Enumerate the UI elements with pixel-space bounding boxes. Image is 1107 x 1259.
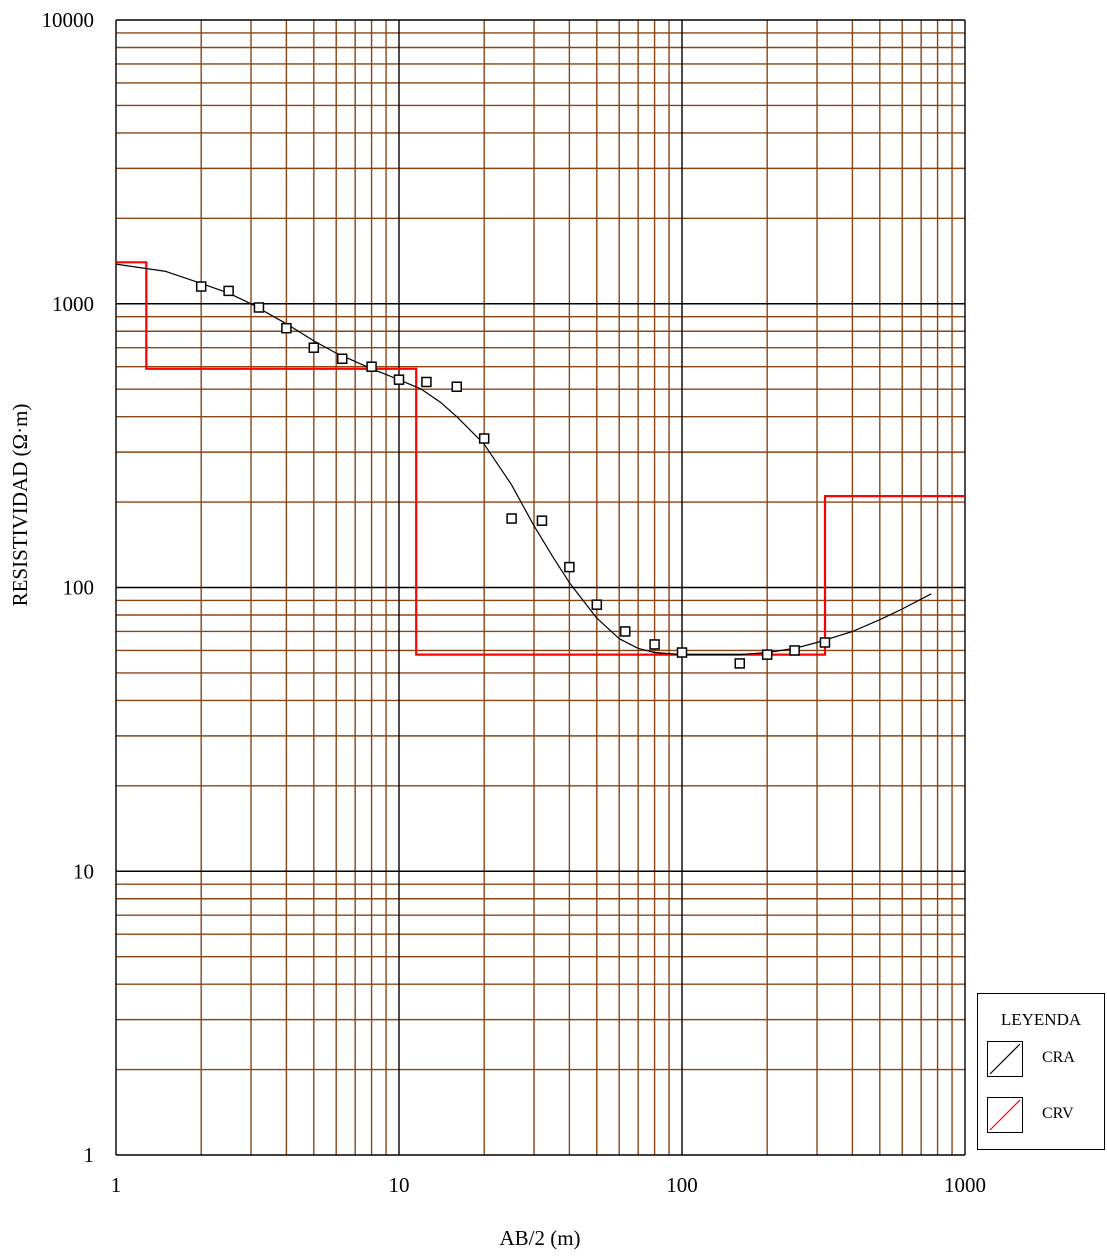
legend-title: LEYENDA [1000,1010,1082,1029]
x-tick-label: 100 [666,1173,698,1197]
data-point [591,599,603,610]
cra-swatch-icon [987,1041,1023,1077]
x-tick-label: 10 [389,1173,410,1197]
data-point [336,353,348,364]
data-point [761,649,773,660]
data-point [734,658,746,669]
legend-label-crv: CRV [1042,1105,1074,1122]
data-point [223,285,234,297]
data-point [451,381,463,392]
legend-item-cra: CRA [987,1041,1097,1077]
grid-major [115,19,966,1156]
data-point [421,376,432,388]
data-point [676,647,688,658]
data-point [281,322,292,334]
y-tick-label: 10000 [42,8,95,32]
data-point [478,433,490,444]
legend-item-crv: CRV [987,1097,1097,1133]
measured-points [195,281,831,669]
data-point [366,361,377,372]
y-tick-label: 10 [73,859,94,883]
crv-line [116,261,965,656]
data-point [536,515,548,526]
data-point [649,639,660,650]
data-point [789,645,800,656]
tick-labels: 1 10 100 1000 1 10 100 1000 10000 [42,8,987,1197]
x-tick-label: 1000 [944,1173,986,1197]
legend: LEYENDA CRA CRV [977,993,1105,1150]
data-point [819,637,831,648]
x-axis-label: AB/2 (m) [499,1226,580,1250]
y-tick-label: 1 [84,1143,95,1167]
y-axis-label: RESISTIVIDAD (Ω·m) [8,404,32,607]
y-tick-label: 100 [63,576,95,600]
data-point [393,374,405,385]
data-point [619,626,631,637]
legend-label-cra: CRA [1042,1049,1075,1066]
data-point [506,513,517,524]
data-point [308,342,320,353]
crv-swatch-icon [987,1097,1023,1133]
crv-series [116,261,965,656]
data-point [564,561,575,573]
data-point [195,281,207,292]
data-point [253,302,265,313]
x-tick-label: 1 [111,1173,122,1197]
y-tick-label: 1000 [52,292,94,316]
